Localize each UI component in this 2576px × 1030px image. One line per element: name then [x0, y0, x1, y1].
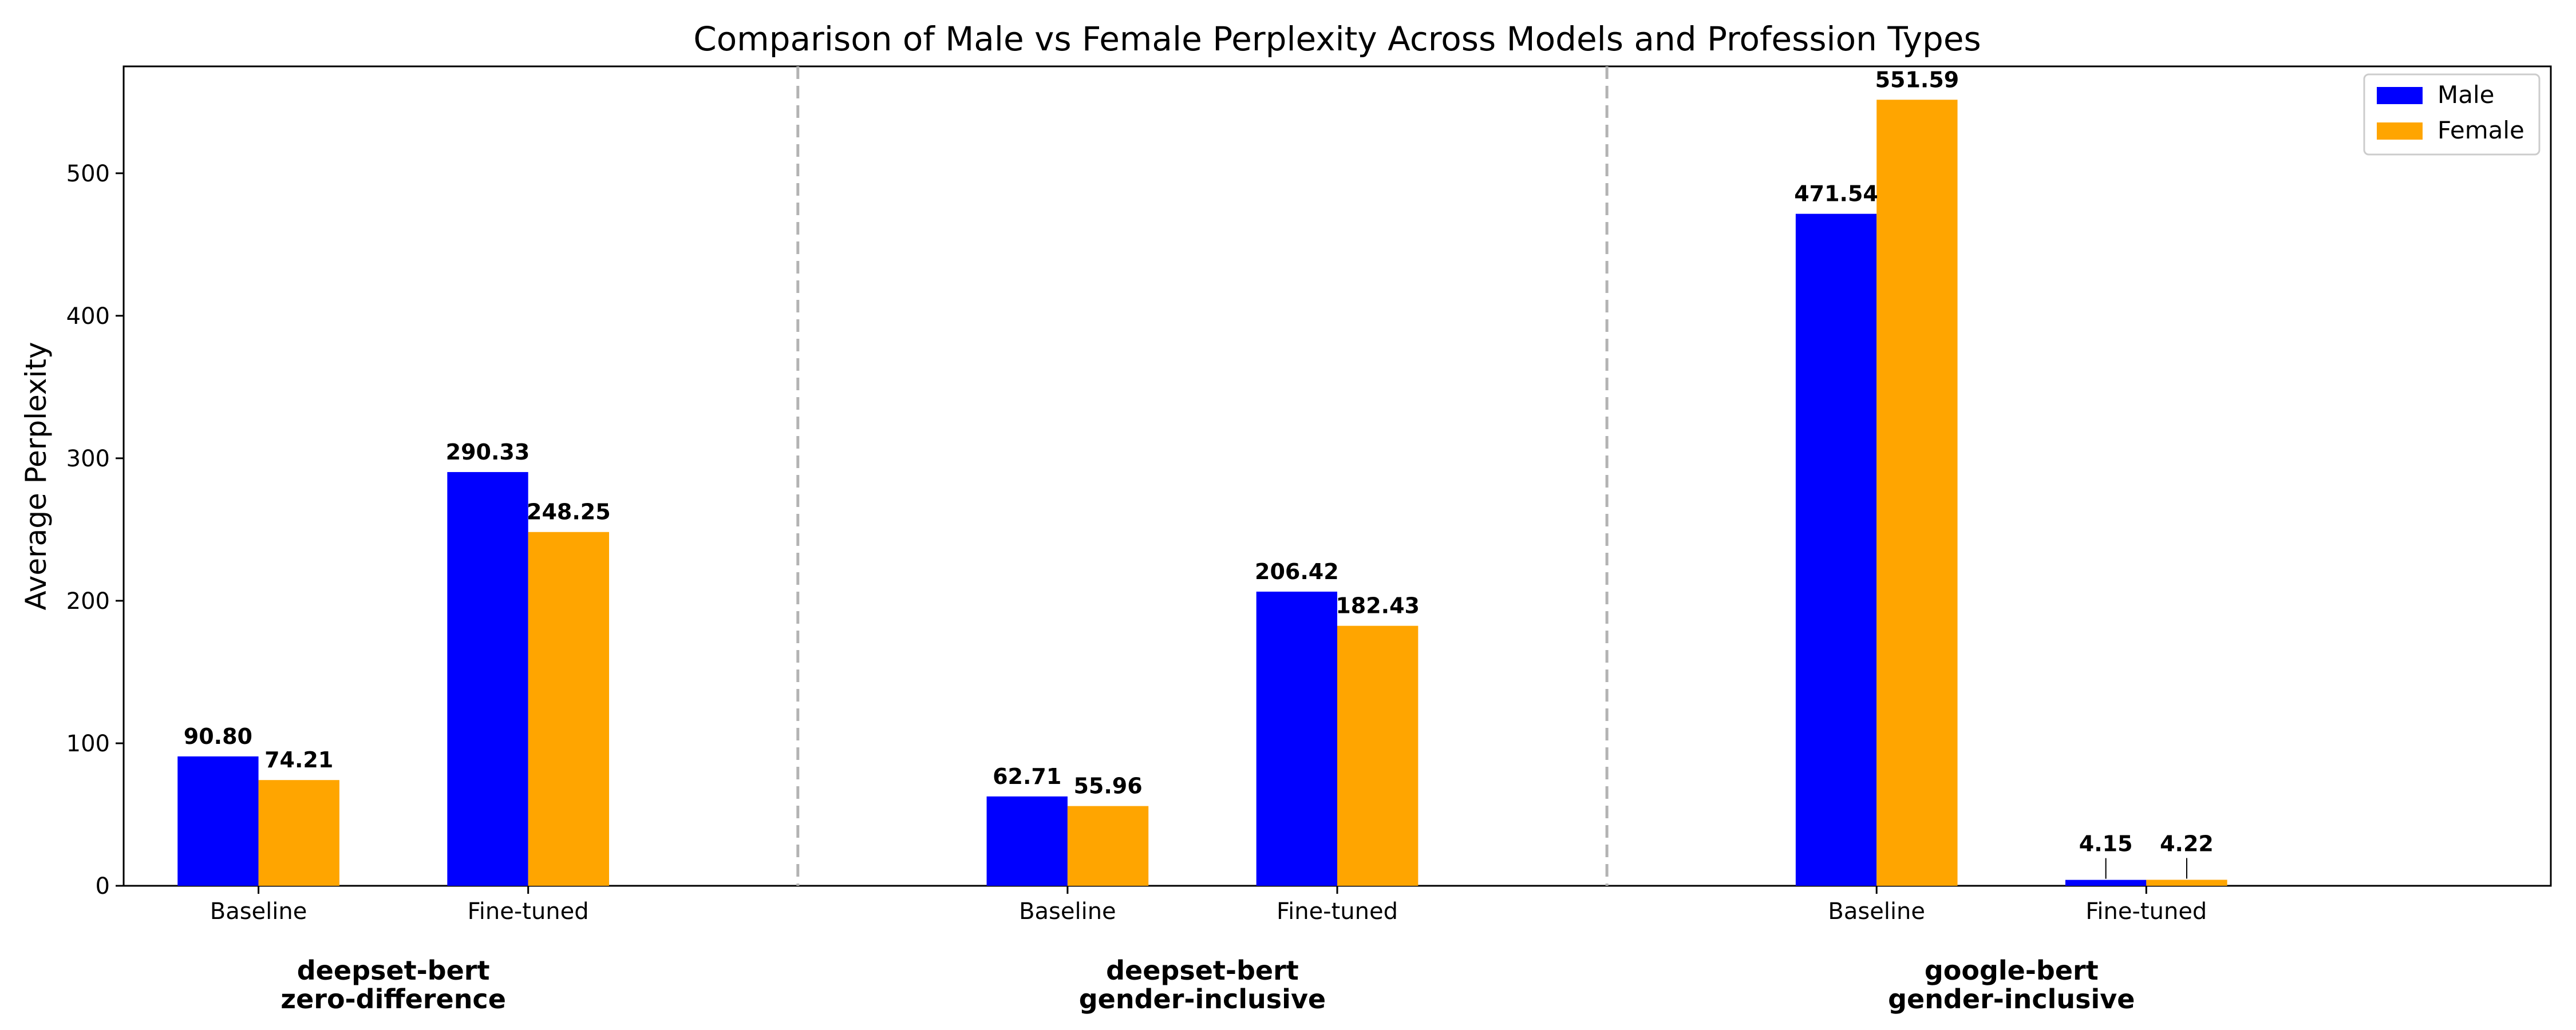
bar-value-label: 248.25	[527, 500, 611, 525]
group-label-profession: zero-difference	[280, 984, 506, 1015]
bar-male	[447, 472, 528, 886]
bar-value-label: 90.80	[184, 724, 252, 749]
group-label-profession: gender-inclusive	[1888, 984, 2135, 1015]
legend-swatch-female	[2377, 122, 2423, 140]
bar-male	[1256, 591, 1337, 886]
bar-value-label: 551.59	[1875, 67, 1959, 92]
group-label-model: deepset-bert	[297, 955, 490, 986]
legend-label-male: Male	[2437, 81, 2494, 109]
bar-value-label: 55.96	[1073, 774, 1142, 799]
y-tick-label: 100	[66, 731, 110, 757]
x-tick-label: Baseline	[1019, 898, 1116, 925]
x-tick-label: Fine-tuned	[1277, 898, 1398, 925]
legend: Male Female	[2363, 73, 2541, 156]
bar-value-label: 290.33	[446, 439, 530, 465]
bar-value-label: 206.42	[1255, 559, 1339, 584]
y-tick-label: 200	[66, 588, 110, 615]
bar-value-label: 182.43	[1336, 593, 1420, 619]
bar-male	[177, 756, 259, 886]
y-tick-label: 300	[66, 446, 110, 472]
y-tick-label: 500	[66, 161, 110, 187]
y-tick-label: 400	[66, 303, 110, 330]
group-label-model: deepset-bert	[1106, 955, 1299, 986]
bar-female	[2146, 880, 2227, 886]
bar-male	[986, 796, 1068, 886]
bar-value-label: 74.21	[264, 747, 333, 772]
x-tick-label: Baseline	[210, 898, 307, 925]
x-tick-label: Fine-tuned	[468, 898, 589, 925]
bar-male	[2065, 880, 2147, 886]
chart-title: Comparison of Male vs Female Perplexity …	[693, 19, 1981, 58]
bar-female	[1067, 806, 1149, 886]
bar-male	[1795, 213, 1877, 886]
legend-swatch-male	[2377, 87, 2423, 104]
bar-female	[1337, 625, 1419, 886]
bar-female	[1876, 100, 1958, 886]
bar-value-label: 471.54	[1794, 181, 1878, 207]
bar-female	[528, 532, 609, 886]
bar-value-label: 4.15	[2079, 831, 2133, 857]
y-axis-label: Average Perplexity	[19, 342, 53, 610]
x-tick-label: Baseline	[1828, 898, 1925, 925]
group-label-model: google-bert	[1925, 955, 2099, 986]
bar-value-label: 4.22	[2160, 831, 2214, 856]
y-tick-label: 0	[96, 873, 110, 900]
legend-label-female: Female	[2437, 116, 2524, 144]
x-tick-label: Fine-tuned	[2085, 898, 2207, 925]
plot-area: 0 100 200 300 400 500 90.80 74.21 Baseline 290.33…	[66, 65, 2552, 1015]
group-label-profession: gender-inclusive	[1079, 984, 1326, 1015]
bar-female	[258, 780, 339, 886]
bar-value-label: 62.71	[993, 764, 1061, 789]
